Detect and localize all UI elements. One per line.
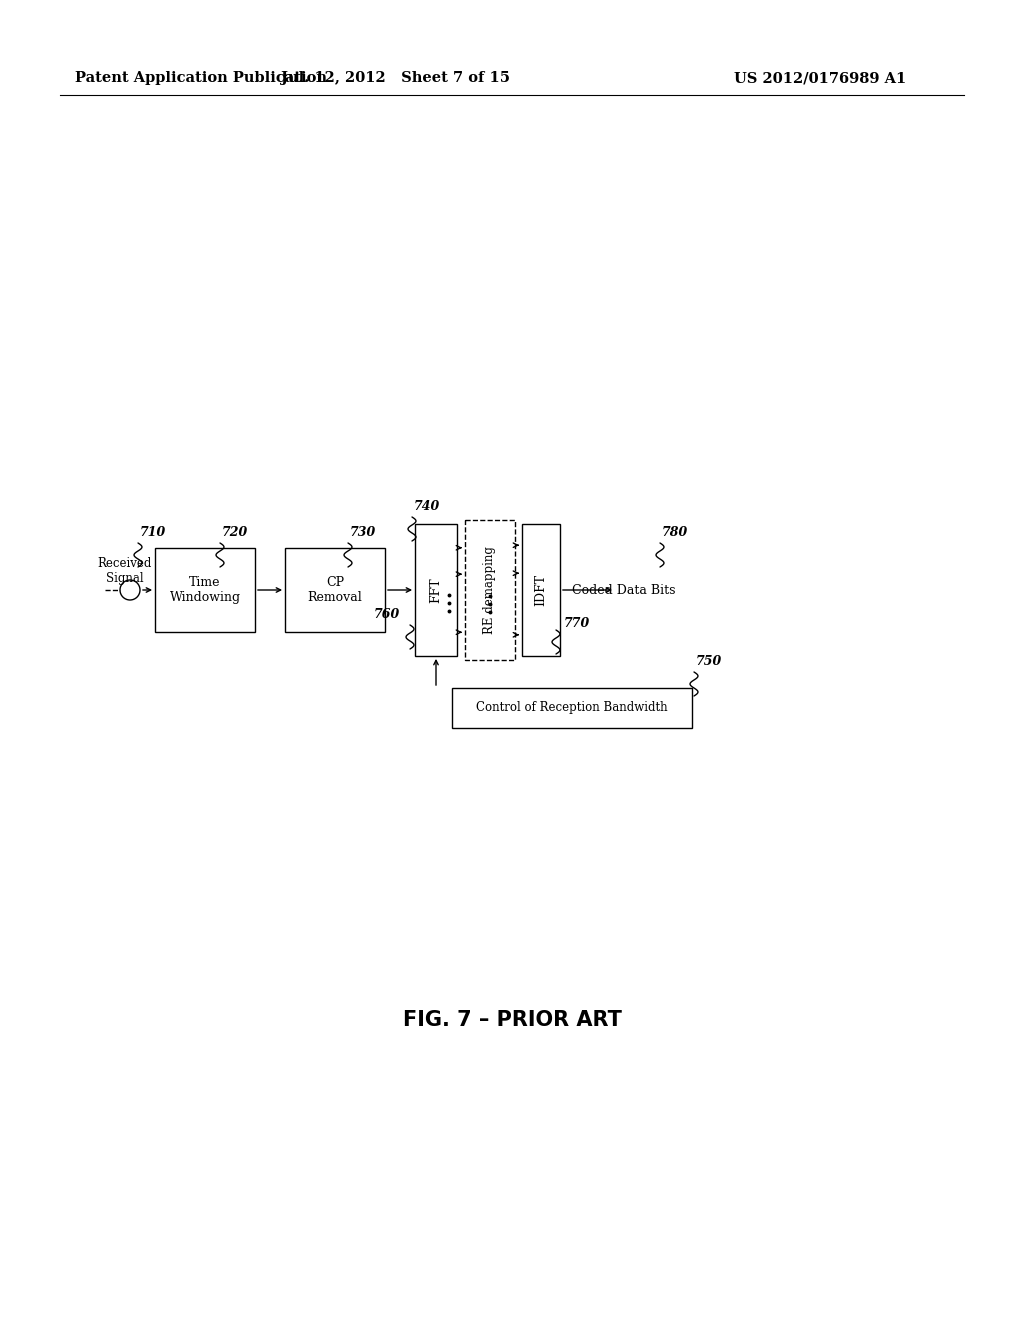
Text: Received
Signal: Received Signal xyxy=(98,557,153,585)
Text: Patent Application Publication: Patent Application Publication xyxy=(75,71,327,84)
Text: RE demapping: RE demapping xyxy=(483,546,497,634)
Text: Jul. 12, 2012   Sheet 7 of 15: Jul. 12, 2012 Sheet 7 of 15 xyxy=(281,71,510,84)
Text: 770: 770 xyxy=(564,616,590,630)
Text: US 2012/0176989 A1: US 2012/0176989 A1 xyxy=(734,71,906,84)
Text: 760: 760 xyxy=(374,609,400,620)
Text: 740: 740 xyxy=(414,500,440,513)
Text: Coded Data Bits: Coded Data Bits xyxy=(572,583,676,597)
Bar xyxy=(155,548,255,632)
Text: FIG. 7 – PRIOR ART: FIG. 7 – PRIOR ART xyxy=(402,1010,622,1030)
Text: 780: 780 xyxy=(662,525,688,539)
Text: 750: 750 xyxy=(696,655,722,668)
Text: IDFT: IDFT xyxy=(535,574,548,606)
Bar xyxy=(465,520,515,660)
Text: 720: 720 xyxy=(222,525,248,539)
Bar xyxy=(415,524,457,656)
Text: Control of Reception Bandwidth: Control of Reception Bandwidth xyxy=(476,701,668,714)
Text: 730: 730 xyxy=(350,525,376,539)
Text: CP
Removal: CP Removal xyxy=(307,576,362,605)
Bar xyxy=(522,524,560,656)
Bar xyxy=(285,548,385,632)
Text: FFT: FFT xyxy=(429,577,442,603)
Text: 710: 710 xyxy=(140,525,166,539)
Bar xyxy=(452,688,692,729)
Text: Time
Windowing: Time Windowing xyxy=(169,576,241,605)
